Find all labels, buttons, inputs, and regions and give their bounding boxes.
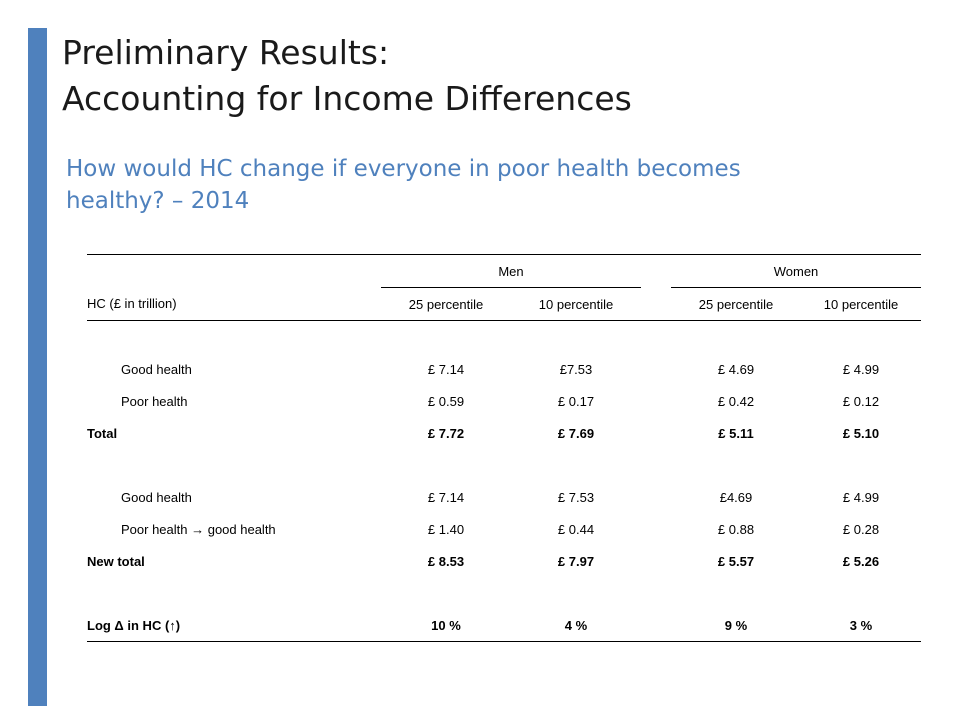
cell: £ 5.26 — [842, 553, 880, 569]
accent-bar — [28, 28, 47, 706]
cell: £4.69 — [719, 489, 753, 505]
row-label: Poor health → good health — [121, 521, 276, 537]
group-header-row: Men Women — [87, 254, 921, 288]
col-header-men-10: 10 percentile — [511, 287, 641, 321]
cell: £ 7.69 — [557, 425, 595, 441]
cell: £ 4.99 — [842, 489, 880, 505]
column-header-row: HC (£ in trillion) 25 percentile 10 perc… — [87, 287, 921, 321]
table-row-log-change: Log Δ in HC (↑) 10 % 4 % 9 % 3 % — [87, 609, 921, 642]
col-header-women-10: 10 percentile — [801, 287, 921, 321]
group-men: Men — [381, 254, 641, 288]
cell: £ 7.97 — [557, 553, 595, 569]
cell: 9 % — [671, 609, 801, 642]
col-header-men-25: 25 percentile — [381, 287, 511, 321]
row-header: HC (£ in trillion) — [87, 287, 381, 321]
cell: £ 8.53 — [427, 553, 465, 569]
row-label: Poor health — [121, 393, 188, 409]
cell: £ 5.57 — [717, 553, 755, 569]
cell: £ 7.72 — [427, 425, 465, 441]
cell: 4 % — [511, 609, 641, 642]
group-women: Women — [671, 254, 921, 288]
cell: £ 0.42 — [717, 393, 755, 409]
cell: £ 7.14 — [427, 361, 465, 377]
cell: £ 5.11 — [718, 425, 754, 441]
subtitle-line-1: How would HC change if everyone in poor … — [66, 156, 741, 182]
cell: £ 5.10 — [842, 425, 880, 441]
title-line-1: Preliminary Results: — [62, 33, 390, 72]
cell: £ 0.44 — [557, 521, 595, 537]
cell: £ 0.28 — [842, 521, 880, 537]
table-row: Poor health £ 0.59 £ 0.17 £ 0.42 £ 0.12 — [87, 385, 921, 417]
row-label: Good health — [121, 361, 192, 377]
cell: £ 0.59 — [427, 393, 465, 409]
slide-subtitle: How would HC change if everyone in poor … — [66, 153, 866, 217]
cell: £ 7.53 — [557, 489, 595, 505]
subtitle-line-2: healthy? – 2014 — [66, 188, 250, 214]
row-label: Log Δ in HC (↑) — [87, 609, 381, 642]
cell: £ 0.17 — [557, 393, 595, 409]
table-row: Good health £ 7.14 £7.53 £ 4.69 £ 4.99 — [87, 353, 921, 385]
row-label: New total — [87, 553, 145, 569]
cell: £ 0.12 — [842, 393, 880, 409]
table-row: Poor health → good health £ 1.40 £ 0.44 … — [87, 513, 921, 545]
cell: 10 % — [381, 609, 511, 642]
cell: 3 % — [801, 609, 921, 642]
cell: £ 4.99 — [842, 361, 880, 377]
table-row: Good health £ 7.14 £ 7.53 £4.69 £ 4.99 — [87, 481, 921, 513]
cell: £ 4.69 — [717, 361, 755, 377]
row-label: Good health — [121, 489, 192, 505]
title-line-2: Accounting for Income Differences — [62, 79, 632, 118]
hc-table: Men Women HC (£ in trillion) 25 percenti… — [87, 254, 921, 642]
row-label: Total — [87, 425, 118, 441]
table-row-total: Total £ 7.72 £ 7.69 £ 5.11 £ 5.10 — [87, 417, 921, 449]
slide-title: Preliminary Results: Accounting for Inco… — [62, 30, 922, 122]
cell: £7.53 — [559, 361, 593, 377]
cell: £ 1.40 — [427, 521, 465, 537]
table-row-new-total: New total £ 8.53 £ 7.97 £ 5.57 £ 5.26 — [87, 545, 921, 577]
col-header-women-25: 25 percentile — [671, 287, 801, 321]
cell: £ 0.88 — [717, 521, 755, 537]
cell: £ 7.14 — [427, 489, 465, 505]
